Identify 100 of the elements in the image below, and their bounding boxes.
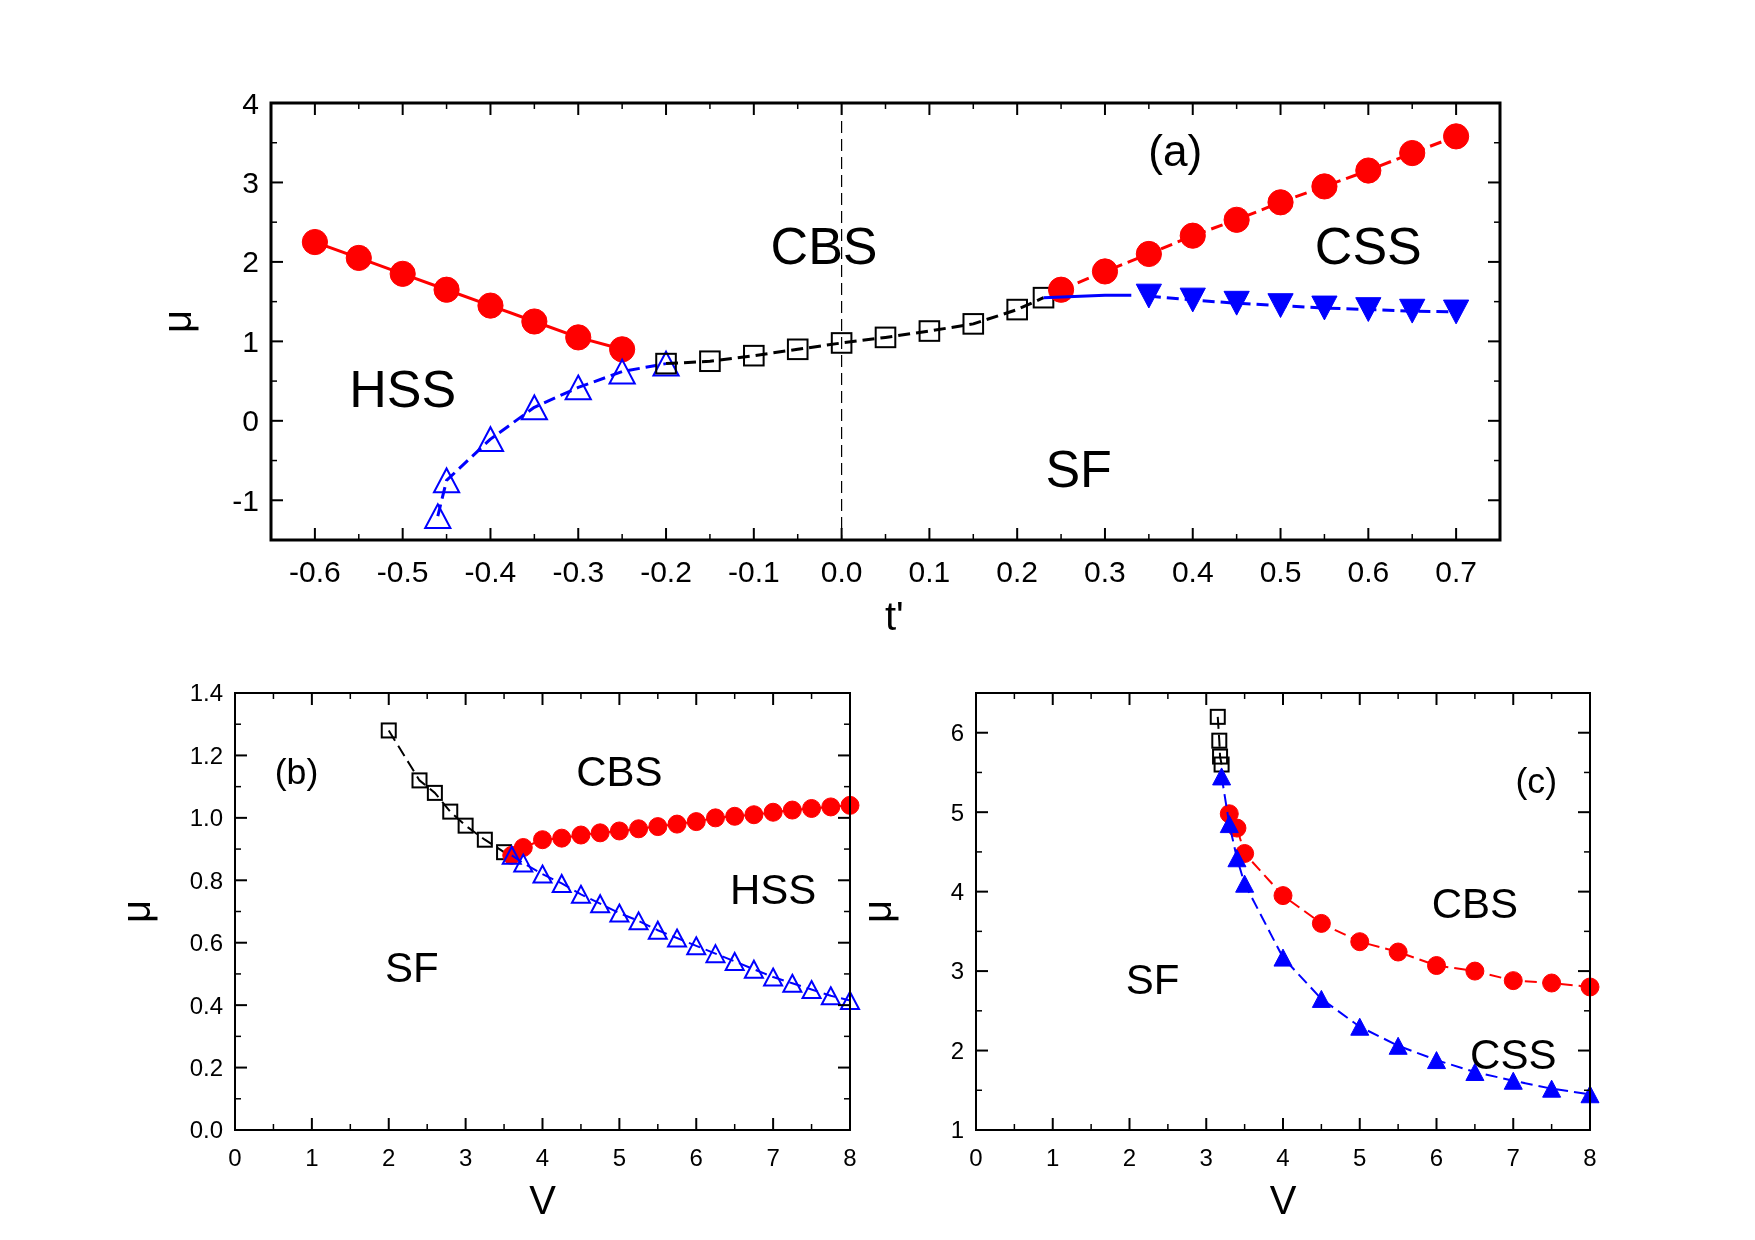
point <box>699 350 721 373</box>
point <box>705 944 726 964</box>
y-tick-label: 1 <box>950 1116 964 1144</box>
point <box>802 798 822 818</box>
y-axis-title: μ <box>155 309 199 334</box>
point <box>1235 874 1255 893</box>
point <box>570 884 591 904</box>
point <box>1212 767 1232 786</box>
point <box>552 828 572 848</box>
point <box>590 894 611 914</box>
y-tick-label: 0.8 <box>189 866 223 894</box>
y-tick-label: 6 <box>950 719 964 747</box>
point <box>457 817 474 834</box>
x-tick-label: -0.4 <box>464 555 517 588</box>
point <box>1311 295 1338 321</box>
y-tick-label: 1.0 <box>189 804 223 832</box>
point <box>521 308 548 335</box>
x-tick-label: 0.5 <box>1259 555 1302 588</box>
point <box>609 336 636 363</box>
point <box>1542 973 1562 993</box>
point <box>1006 298 1028 321</box>
point <box>1135 240 1162 268</box>
annotation: SF <box>1125 955 1180 1003</box>
point <box>782 973 803 993</box>
point <box>648 817 668 837</box>
point <box>629 819 649 839</box>
point <box>763 967 784 987</box>
point <box>1443 299 1470 325</box>
annotation: (a) <box>1148 126 1203 176</box>
x-tick-label: 8 <box>1583 1144 1597 1171</box>
x-tick-label: 0.1 <box>908 555 951 588</box>
point <box>1227 849 1247 868</box>
point <box>301 228 328 256</box>
point <box>564 374 592 401</box>
point <box>513 838 533 858</box>
point <box>705 808 725 828</box>
point <box>389 260 416 287</box>
point <box>1388 1036 1408 1055</box>
x-tick-label: 7 <box>1506 1144 1520 1171</box>
point <box>1267 293 1294 319</box>
y-tick-label: 1.4 <box>189 679 223 707</box>
point <box>551 873 572 893</box>
point <box>476 426 505 452</box>
point <box>424 503 452 530</box>
point <box>1388 942 1408 962</box>
annotation: (b) <box>274 751 319 792</box>
point <box>1350 1017 1370 1036</box>
annotation: CBS <box>1431 880 1519 928</box>
point <box>442 803 459 820</box>
point <box>1311 173 1338 200</box>
x-tick-label: 8 <box>843 1144 857 1171</box>
point <box>590 823 610 843</box>
x-axis-title: t' <box>884 594 904 638</box>
point <box>1209 708 1226 725</box>
point <box>1223 290 1250 316</box>
point <box>1465 961 1485 981</box>
point <box>565 324 592 351</box>
point <box>1503 971 1523 991</box>
point <box>821 797 841 817</box>
x-axis-title: V <box>1269 1178 1297 1222</box>
point <box>1427 956 1446 976</box>
point <box>411 772 428 789</box>
y-tick-label: 5 <box>950 798 964 826</box>
y-tick-label: 2 <box>242 245 259 279</box>
y-tick-label: 1 <box>242 324 259 358</box>
point <box>433 276 460 303</box>
annotation: CSS <box>1470 1031 1557 1079</box>
point <box>380 722 397 739</box>
x-tick-label: -0.2 <box>640 555 692 588</box>
x-tick-label: 0 <box>969 1144 983 1171</box>
point <box>1443 123 1470 150</box>
point <box>801 980 822 1000</box>
x-tick-label: 6 <box>1429 1144 1444 1171</box>
x-tick-label: 3 <box>1199 1144 1213 1171</box>
x-tick-label: 4 <box>1276 1144 1290 1171</box>
point <box>1212 748 1229 765</box>
point <box>1355 157 1382 184</box>
point <box>874 326 897 349</box>
y-tick-label: -1 <box>232 483 259 517</box>
x-tick-label: 0.0 <box>820 555 863 588</box>
point <box>1542 1079 1562 1098</box>
point <box>1213 756 1230 773</box>
x-tick-label: -0.5 <box>376 555 429 588</box>
point <box>1273 886 1293 906</box>
point <box>647 920 668 940</box>
x-tick-label: 0.6 <box>1347 555 1390 588</box>
point <box>1311 989 1331 1008</box>
point <box>532 864 553 884</box>
point <box>345 244 372 272</box>
point <box>763 802 783 822</box>
y-tick-label: 4 <box>950 878 964 906</box>
annotation: CSS <box>1314 217 1422 276</box>
point <box>432 467 461 494</box>
y-tick-label: 0.0 <box>189 1116 223 1144</box>
y-tick-label: 0.2 <box>189 1053 223 1081</box>
point <box>686 936 707 956</box>
point <box>667 814 687 834</box>
x-tick-label: 7 <box>766 1144 780 1171</box>
point <box>743 344 765 367</box>
point <box>1399 139 1426 167</box>
